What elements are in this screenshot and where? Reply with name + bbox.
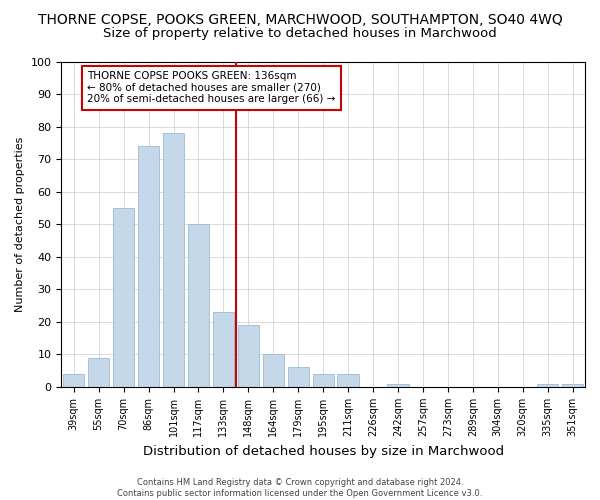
Text: Size of property relative to detached houses in Marchwood: Size of property relative to detached ho… xyxy=(103,28,497,40)
Y-axis label: Number of detached properties: Number of detached properties xyxy=(15,136,25,312)
Bar xyxy=(388,384,409,387)
Bar xyxy=(263,354,284,387)
Bar xyxy=(337,374,359,387)
Bar xyxy=(287,368,309,387)
Bar xyxy=(213,312,234,387)
Bar xyxy=(88,358,109,387)
Bar xyxy=(188,224,209,387)
Bar xyxy=(313,374,334,387)
Bar xyxy=(562,384,583,387)
Bar xyxy=(163,133,184,387)
Bar xyxy=(238,325,259,387)
Bar xyxy=(113,208,134,387)
Bar xyxy=(537,384,558,387)
Bar xyxy=(63,374,85,387)
Text: THORNE COPSE, POOKS GREEN, MARCHWOOD, SOUTHAMPTON, SO40 4WQ: THORNE COPSE, POOKS GREEN, MARCHWOOD, SO… xyxy=(38,12,562,26)
Bar xyxy=(138,146,159,387)
Text: THORNE COPSE POOKS GREEN: 136sqm
← 80% of detached houses are smaller (270)
20% : THORNE COPSE POOKS GREEN: 136sqm ← 80% o… xyxy=(88,72,336,104)
X-axis label: Distribution of detached houses by size in Marchwood: Distribution of detached houses by size … xyxy=(143,444,504,458)
Text: Contains HM Land Registry data © Crown copyright and database right 2024.
Contai: Contains HM Land Registry data © Crown c… xyxy=(118,478,482,498)
